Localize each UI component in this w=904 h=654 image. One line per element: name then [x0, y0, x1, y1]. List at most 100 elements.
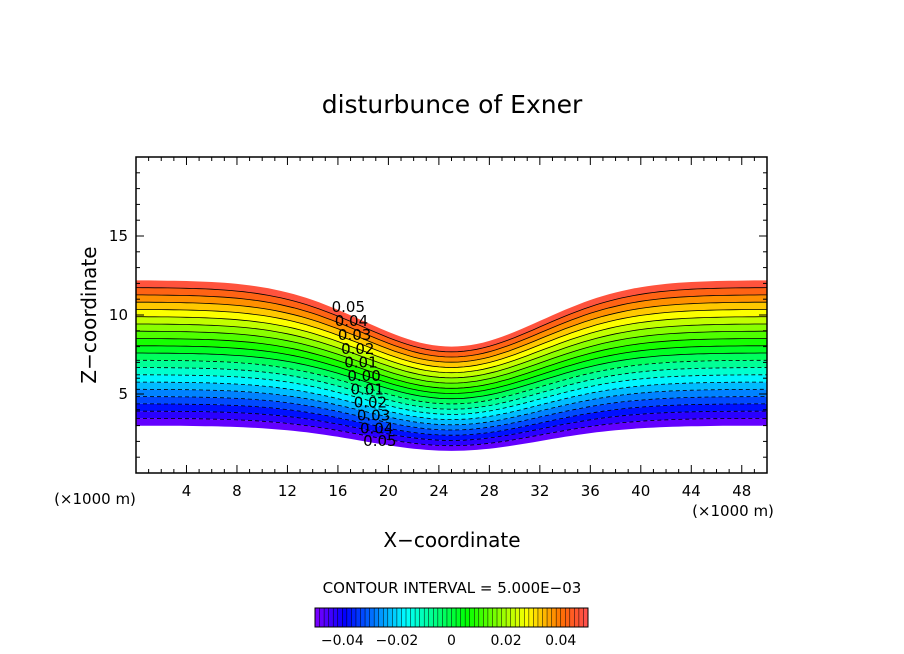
colorbar-segment	[424, 608, 430, 627]
colorbar-segment	[556, 608, 561, 627]
contour-line	[136, 374, 767, 415]
contour-band	[136, 316, 767, 378]
contour-line	[136, 294, 767, 358]
contour-line	[136, 418, 767, 447]
contour-label: 0.03	[338, 326, 371, 344]
contour-band	[136, 411, 767, 446]
colorbar-segment	[583, 608, 589, 627]
colorbar-tick-label: −0.04	[321, 633, 364, 649]
contour-lines	[135, 287, 768, 447]
x-tick-label: 48	[732, 482, 751, 500]
contour-line	[136, 396, 767, 431]
x-tick-label: 4	[182, 482, 192, 500]
contour-label: 0.04	[335, 312, 368, 330]
contour-label: 0.01	[344, 354, 377, 372]
x-unit-left: (×1000 m)	[54, 490, 136, 508]
contour-line	[136, 338, 767, 389]
contour-line	[136, 352, 767, 400]
contour-band	[136, 287, 767, 357]
colorbar-segment	[465, 608, 470, 627]
contour-band	[136, 280, 767, 352]
colorbar-tick-label: −0.02	[375, 633, 418, 649]
contour-line	[136, 403, 767, 436]
x-tick-label: 20	[379, 482, 398, 500]
contour-band	[136, 345, 767, 399]
colorbar-segment	[428, 608, 434, 627]
x-tick-label: 32	[530, 482, 549, 500]
contour-band	[136, 374, 767, 420]
colorbar-segment	[406, 608, 411, 627]
colorbar-segment	[478, 608, 484, 627]
colorbar-segment	[328, 608, 334, 627]
colorbar	[314, 608, 589, 627]
colorbar-segment	[497, 608, 502, 627]
colorbar-segment	[410, 608, 416, 627]
colorbar-segment	[483, 608, 489, 627]
colorbar-segment	[519, 608, 525, 627]
contour-label: 0.00	[347, 367, 380, 385]
x-axis-label: X−coordinate	[383, 528, 520, 552]
colorbar-segment	[324, 608, 329, 627]
colorbar-segment	[401, 608, 407, 627]
contour-line	[136, 388, 767, 426]
colorbar-segment	[315, 608, 320, 627]
contour-line	[136, 323, 767, 379]
colorbar-segment	[578, 608, 584, 627]
contour-band	[136, 309, 767, 373]
colorbar-segment	[342, 608, 348, 627]
colorbar-segment	[415, 608, 420, 627]
colorbar-segment	[369, 608, 375, 627]
contour-band	[136, 389, 767, 430]
colorbar-segment	[365, 608, 370, 627]
x-tick-label: 8	[232, 482, 242, 500]
contour-line	[135, 309, 768, 368]
contour-line	[136, 316, 767, 374]
colorbar-segment	[442, 608, 448, 627]
contour-band	[136, 302, 767, 368]
colorbar-segment	[374, 608, 379, 627]
x-unit-right: (×1000 m)	[692, 502, 774, 520]
contour-line	[135, 287, 768, 353]
colorbar-segment	[542, 608, 548, 627]
x-tick-label: 24	[429, 482, 448, 500]
contour-label: 0.01	[351, 380, 384, 398]
colorbar-tick-label: 0.02	[491, 633, 522, 649]
contour-label: 0.05	[363, 432, 396, 450]
contour-band	[136, 331, 767, 389]
contour-band	[136, 294, 767, 363]
colorbar-segment	[433, 608, 439, 627]
contour-band	[136, 403, 767, 441]
colorbar-segment	[551, 608, 557, 627]
colorbar-segment	[337, 608, 343, 627]
contour-band	[136, 382, 767, 425]
contour-line	[136, 359, 767, 405]
x-tick-label: 28	[480, 482, 499, 500]
x-tick-label: 36	[581, 482, 600, 500]
colorbar-segment	[392, 608, 398, 627]
contour-label: 0.04	[360, 419, 393, 437]
x-tick-label: 16	[328, 482, 347, 500]
contour-band	[136, 353, 767, 404]
colorbar-segment	[346, 608, 352, 627]
colorbar-segment	[510, 608, 516, 627]
colorbar-segment	[333, 608, 339, 627]
colorbar-segment	[446, 608, 452, 627]
y-tick-label: 15	[109, 227, 128, 245]
colorbar-segment	[487, 608, 493, 627]
y-axis-ticks: 5 10 15	[109, 172, 767, 458]
colorbar-segment	[565, 608, 571, 627]
colorbar-segment	[474, 608, 480, 627]
x-tick-label: 12	[278, 482, 297, 500]
colorbar-segment	[533, 608, 539, 627]
colorbar-segment	[351, 608, 357, 627]
contour-label: 0.02	[341, 340, 374, 358]
contour-line	[135, 345, 768, 394]
colorbar-segment	[319, 608, 325, 627]
colorbar-segment	[574, 608, 580, 627]
colorbar-segment	[383, 608, 389, 627]
colorbar-segment	[569, 608, 575, 627]
contour-band	[136, 418, 767, 451]
x-axis-ticks: 4 8 12 16 20 24 28 32 36 40 44 48	[148, 157, 755, 500]
colorbar-segment	[501, 608, 507, 627]
contour-band	[136, 367, 767, 415]
